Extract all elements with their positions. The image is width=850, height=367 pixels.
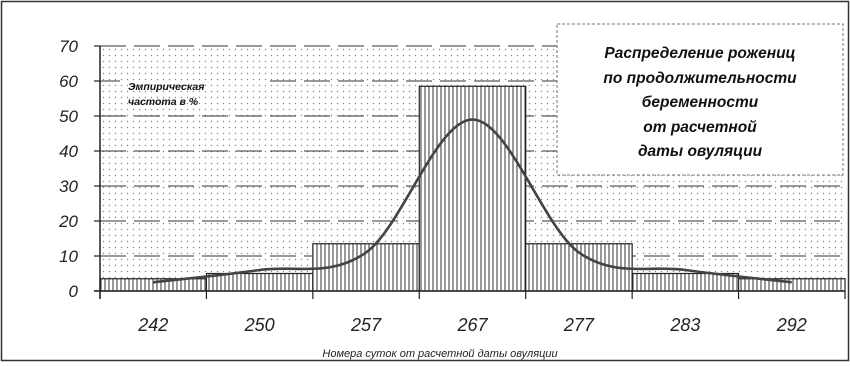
ylabel-background — [120, 74, 270, 110]
chart-title-line-5: даты овуляции — [638, 143, 763, 160]
bar-292 — [737, 278, 846, 292]
bar-250 — [205, 272, 314, 292]
x-tick-label-267: 267 — [456, 315, 488, 335]
y-tick-label-20: 20 — [58, 212, 78, 231]
chart-title-line-1: Распределение рожениц — [604, 45, 795, 62]
bar-283 — [631, 272, 740, 292]
x-tick-label-242: 242 — [137, 315, 168, 335]
y-tick-label-70: 70 — [59, 37, 78, 56]
x-tick-label-257: 257 — [350, 315, 382, 335]
x-tick-label-283: 283 — [669, 315, 700, 335]
chart-title-line-3: беременности — [642, 94, 759, 111]
y-tick-label-0: 0 — [69, 282, 79, 301]
bars — [99, 85, 846, 292]
title-box — [556, 23, 844, 176]
axes — [94, 46, 846, 299]
x-ticks: 242 250 257 267 277 283 292 — [137, 315, 807, 335]
x-tick-label-250: 250 — [244, 315, 275, 335]
y-tick-label-30: 30 — [59, 177, 78, 196]
y-tick-label-60: 60 — [59, 72, 78, 91]
ylabel-line-2: частота в % — [128, 96, 199, 108]
bar-267 — [418, 85, 527, 292]
ylabel-line-1: Эмпирическая — [128, 81, 204, 93]
y-tick-label-40: 40 — [59, 142, 78, 161]
y-ticks: 0 10 20 30 40 50 60 70 — [58, 37, 100, 301]
x-tick-label-277: 277 — [563, 315, 595, 335]
chart-title-line-2: по продолжительности — [603, 70, 797, 87]
xlabel: Номера суток от расчетной даты овуляции — [322, 348, 557, 360]
chart-title-line-4: от расчетной — [643, 119, 757, 136]
bar-242 — [99, 278, 208, 292]
x-tick-label-292: 292 — [776, 315, 807, 335]
fitted-curve — [153, 118, 792, 284]
y-tick-label-10: 10 — [59, 247, 78, 266]
y-tick-label-50: 50 — [59, 107, 78, 126]
